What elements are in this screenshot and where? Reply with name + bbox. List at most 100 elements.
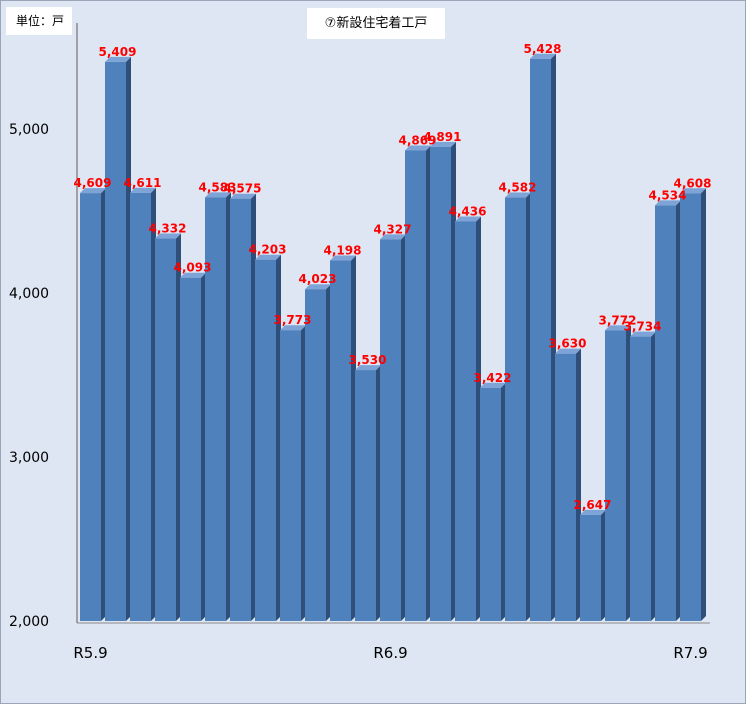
data-label: 4,198 [324,244,362,258]
bar-side [126,56,131,621]
data-label: 4,332 [149,222,187,236]
bar-top [130,187,156,193]
bar-top [680,188,706,194]
bar-top [530,53,556,59]
bar [305,289,326,621]
data-label: 4,575 [224,182,262,196]
bar [655,205,676,621]
data-label: 4,582 [499,181,537,195]
bar-side [251,193,256,621]
bar-top [155,233,181,239]
bar-side [151,187,156,621]
bar [255,259,276,621]
bar [555,353,576,621]
bar-top [430,141,456,147]
bar [380,239,401,621]
bar-top [605,325,631,331]
bar-side [101,188,106,621]
bar [630,336,651,621]
data-label: 4,611 [124,176,162,190]
bar-top [655,200,681,206]
bars [80,53,706,622]
data-label: 4,023 [299,272,337,286]
bar-side [476,216,481,621]
bar [505,197,526,621]
data-label: 2,647 [574,498,612,512]
x-tick-label: R6.9 [373,644,407,662]
data-label: 4,583 [199,180,237,194]
bar-top [355,365,381,371]
unit-label: 単位：戸 [6,7,72,35]
bar [205,197,226,621]
data-label: 4,327 [374,222,412,236]
bar-side [326,284,331,621]
bar-side [226,192,231,621]
data-label: 4,093 [174,261,212,275]
bar-top [280,325,306,331]
bar-side [676,200,681,621]
bar-top [305,284,331,290]
bar [680,193,701,621]
bar-side [526,192,531,621]
data-label: 4,608 [674,176,712,190]
bar-top [205,192,231,198]
bar-top [580,509,606,515]
bar-side [451,141,456,621]
bar-top [405,145,431,151]
bar-top [230,193,256,199]
bar-side [701,188,706,621]
data-label: 3,772 [599,313,637,327]
bar-top [505,192,531,198]
bar-top [555,348,581,354]
data-label: 5,428 [524,42,562,56]
chart-title: ⑦新設住宅着工戸 [307,8,445,39]
bar [155,238,176,621]
bar-top [480,382,506,388]
data-label: 4,869 [399,133,437,147]
data-label: 4,203 [249,243,287,257]
bar [430,146,451,621]
data-label: 3,530 [349,353,387,367]
data-label: 3,773 [274,313,312,327]
bar-side [601,509,606,621]
bar-side [626,325,631,621]
x-tick-label: R5.9 [73,644,107,662]
bar-side [276,254,281,621]
data-label: 4,891 [424,130,462,144]
bar [105,61,126,621]
data-label: 3,422 [474,371,512,385]
bar-side [401,234,406,621]
bar [480,387,501,621]
bar-side [576,348,581,621]
bar-top [255,254,281,260]
bar [180,277,201,621]
bar-side [201,272,206,621]
axes: 2,000 3,000 4,000 5,000 R5.9 R6.9 R7.9 [9,23,710,662]
bar-side [176,233,181,621]
bar [230,198,251,621]
bar [405,150,426,621]
bar-side [426,145,431,621]
bar [605,330,626,621]
y-tick-label: 5,000 [9,122,49,138]
bar-top [330,255,356,261]
data-label: 4,534 [649,188,687,202]
bar [280,330,301,621]
bar-top [630,331,656,337]
bar-side [376,365,381,621]
y-tick-label: 4,000 [9,286,49,302]
x-tick-label: R7.9 [673,644,707,662]
bar-top [380,234,406,240]
data-label: 4,609 [74,176,112,190]
data-label: 4,436 [449,204,487,218]
bar-side [351,255,356,621]
bar [80,193,101,621]
bar-side [501,382,506,621]
bar-top [105,56,131,62]
bar-side [301,325,306,621]
bar-top [180,272,206,278]
y-tick-label: 2,000 [9,614,49,630]
y-tick-label: 3,000 [9,450,49,466]
